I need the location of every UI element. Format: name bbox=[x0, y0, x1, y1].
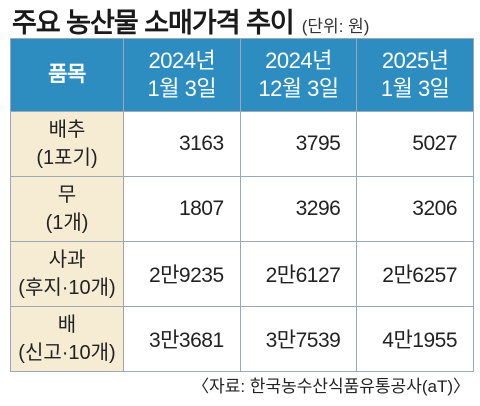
table-row: 배 (신고·10개) 3만3681 3만7539 4만1955 bbox=[10, 306, 474, 372]
title-row: 주요 농산물 소매가격 추이 (단위: 원) bbox=[12, 6, 369, 40]
item-cell: 배 (신고·10개) bbox=[10, 306, 124, 372]
column-header-2024-jan: 2024년 1월 3일 bbox=[123, 38, 241, 112]
column-header-2024-dec: 2024년 12월 3일 bbox=[239, 38, 358, 112]
table-header-row: 품목 2024년 1월 3일 2024년 12월 3일 2025년 1월 3일 bbox=[10, 38, 474, 112]
price-cell: 3만3681 bbox=[123, 306, 241, 372]
table-row: 사과 (후지·10개) 2만9235 2만6127 2만6257 bbox=[10, 241, 474, 307]
source-note: 〈자료: 한국농수산식품유통공사(aT)〉 bbox=[192, 377, 470, 396]
item-name: 무 bbox=[57, 184, 77, 206]
table-row: 무 (1개) 1807 3296 3206 bbox=[10, 176, 474, 242]
column-header-date: 12월 3일 bbox=[258, 76, 339, 101]
item-unit: (1포기) bbox=[36, 147, 98, 169]
table-row: 배추 (1포기) 3163 3795 5027 bbox=[10, 111, 474, 177]
price-cell: 3296 bbox=[239, 176, 358, 242]
item-name: 배 bbox=[57, 314, 77, 336]
price-table: 품목 2024년 1월 3일 2024년 12월 3일 2025년 1월 3일 … bbox=[10, 38, 474, 372]
item-cell: 무 (1개) bbox=[10, 176, 124, 242]
column-header-item: 품목 bbox=[10, 38, 124, 112]
price-cell: 4만1955 bbox=[356, 306, 474, 372]
price-cell: 1807 bbox=[123, 176, 241, 242]
column-header-year: 2024년 bbox=[265, 48, 332, 73]
column-header-item-label: 품목 bbox=[48, 63, 86, 86]
price-cell: 5027 bbox=[356, 111, 474, 177]
price-cell: 3만7539 bbox=[239, 306, 358, 372]
price-cell: 3163 bbox=[123, 111, 241, 177]
item-cell: 사과 (후지·10개) bbox=[10, 241, 124, 307]
price-cell: 2만6257 bbox=[356, 241, 474, 307]
column-header-date: 1월 3일 bbox=[147, 76, 217, 101]
price-cell: 2만6127 bbox=[239, 241, 358, 307]
price-cell: 2만9235 bbox=[123, 241, 241, 307]
column-header-year: 2024년 bbox=[148, 48, 216, 73]
item-name: 배추 bbox=[48, 119, 86, 141]
item-cell: 배추 (1포기) bbox=[10, 111, 124, 177]
item-unit: (후지·10개) bbox=[18, 277, 116, 299]
item-unit: (신고·10개) bbox=[18, 342, 116, 364]
column-header-date: 1월 3일 bbox=[380, 76, 450, 101]
item-unit: (1개) bbox=[45, 212, 89, 234]
page-title: 주요 농산물 소매가격 추이 bbox=[12, 8, 295, 38]
price-cell: 3795 bbox=[239, 111, 358, 177]
item-name: 사과 bbox=[48, 249, 86, 271]
unit-label: (단위: 원) bbox=[301, 17, 370, 36]
column-header-year: 2025년 bbox=[381, 48, 449, 73]
column-header-2025-jan: 2025년 1월 3일 bbox=[356, 38, 474, 112]
price-cell: 3206 bbox=[356, 176, 474, 242]
